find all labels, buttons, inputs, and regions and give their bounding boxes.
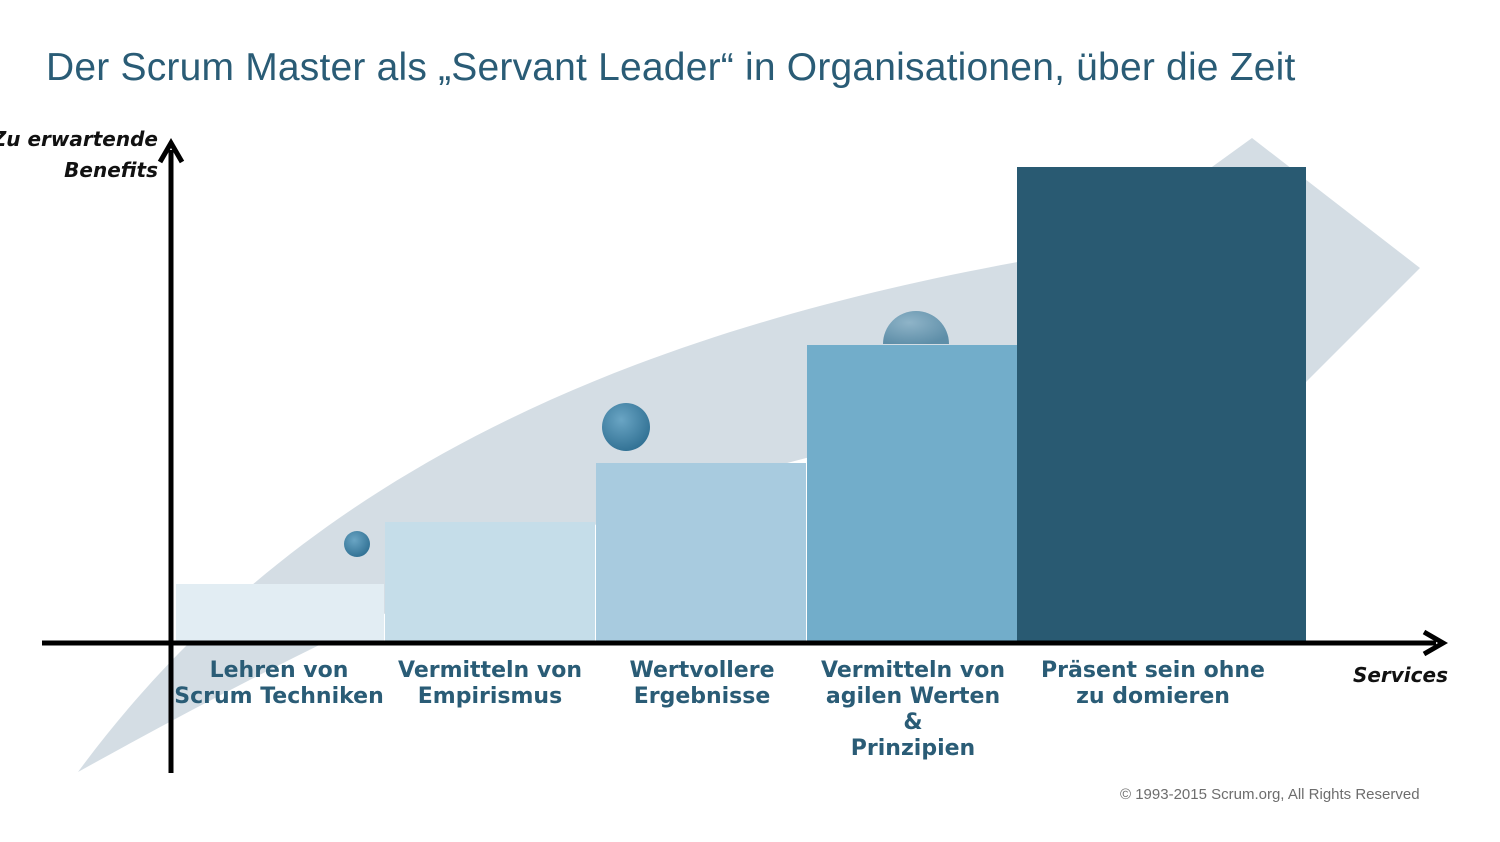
bubble-small (344, 531, 370, 557)
step-bar-scrum-techniken (176, 584, 384, 641)
step-bar-empirismus (385, 522, 595, 641)
step-label-empirismus-line-1: Vermitteln von (398, 658, 582, 683)
step-label-agile-werte-line-1: Vermitteln von (821, 658, 1005, 683)
step-bar-ergebnisse (596, 463, 806, 641)
step-label-ergebnisse-line-1: Wertvollere (630, 658, 775, 683)
step-label-praesent-sein-line-2: zu domieren (1076, 684, 1230, 709)
step-label-agile-werte-line-2: agilen Werten (826, 684, 1000, 709)
step-label-ergebnisse-line-2: Ergebnisse (634, 684, 771, 709)
x-axis-label: Services (1353, 663, 1448, 687)
x-axis-arrowhead (1422, 629, 1448, 657)
y-axis-arrowhead (157, 138, 185, 164)
bubble-large (883, 311, 949, 344)
slide-title: Der Scrum Master als „Servant Leader“ in… (46, 46, 1296, 89)
step-label-scrum-techniken-line-1: Lehren von (210, 658, 349, 683)
step-label-agile-werte-line-4: Prinzipien (851, 736, 975, 761)
step-label-praesent-sein-line-1: Präsent sein ohne (1041, 658, 1265, 683)
step-label-agile-werte-line-3: & (903, 710, 922, 735)
step-label-scrum-techniken-line-2: Scrum Techniken (174, 684, 384, 709)
step-label-empirismus-line-2: Empirismus (418, 684, 562, 709)
step-bar-agile-werte (807, 345, 1017, 641)
steps-group (176, 167, 1306, 641)
bubble-medium (602, 403, 650, 451)
step-bar-praesent-sein (1017, 167, 1306, 641)
y-axis-label-line-2: Benefits (64, 158, 158, 182)
copyright-notice: © 1993-2015 Scrum.org, All Rights Reserv… (1120, 786, 1420, 803)
y-axis-label-line-1: Zu erwartende (0, 127, 158, 151)
